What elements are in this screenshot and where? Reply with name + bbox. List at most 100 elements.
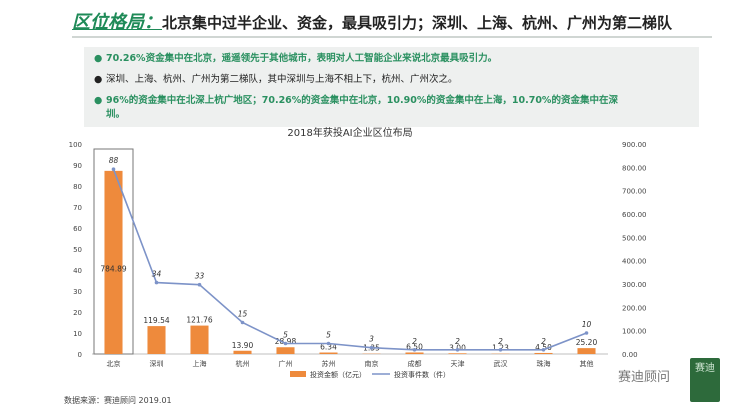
x-tick-label: 武汉: [494, 359, 508, 368]
line-value-label: 88: [109, 156, 119, 165]
events-point-7: [369, 345, 374, 350]
left-tick-label: 100: [69, 141, 82, 149]
line-value-label: 15: [238, 310, 248, 319]
events-point-10: [498, 348, 503, 352]
line-value-label: 5: [326, 331, 331, 340]
page-title: 区位格局：北京集中过半企业、资金，最具吸引力；深圳、上海、杭州、广州为第二梯队: [72, 8, 712, 38]
right-tick-label: 400.00: [622, 258, 647, 266]
right-tick-label: 600.00: [622, 211, 647, 219]
events-point-4: [240, 320, 245, 325]
data-source: 数据来源：赛迪顾问 2019.01: [64, 396, 172, 405]
bar-3: [190, 325, 209, 354]
chart-area: 2018年获投AI企业区位布局 0 10 20 30 40 50 60 70 80 90 100 0.0…: [0, 124, 729, 394]
brand-name: 赛迪顾问: [618, 370, 671, 385]
left-tick-label: 10: [73, 330, 82, 338]
right-tick-label: 300.00: [622, 281, 647, 289]
title-key: 区位格局：: [72, 12, 162, 33]
events-point-11: [541, 348, 546, 352]
right-tick-label: 0.00: [622, 351, 638, 359]
bullet-3: ● 96%的资金集中在北深上杭广地区；70.26%的资金集中在北京，10.90%的…: [94, 94, 618, 108]
bar-value-label: 119.54: [143, 316, 169, 325]
legend-bar-label: 投资金额（亿元）: [310, 370, 366, 379]
x-tick-label: 其他: [580, 359, 594, 368]
summary-box: ● 70.26%资金集中在北京，遥遥领先于其他城市，表明对人工智能企业来说北京最具…: [84, 47, 699, 127]
location-chart: 2018年获投AI企业区位布局 0 10 20 30 40 50 60 70 80 90 100 0.0…: [69, 126, 647, 379]
chart-title: 2018年获投AI企业区位布局: [287, 126, 412, 139]
bar-11: [534, 352, 553, 354]
x-tick-label: 苏州: [322, 359, 336, 368]
legend-line-label: 投资事件数（件）: [394, 370, 450, 379]
left-tick-label: 70: [73, 204, 82, 212]
bar-1: [104, 170, 123, 354]
line-value-label: 2: [541, 337, 546, 346]
bullet-2: ● 深圳、上海、杭州、广州为第二梯队，其中深圳与上海不相上下，杭州、广州次之。: [94, 73, 458, 87]
bar-8: [405, 352, 424, 354]
bullet-2-text: 深圳、上海、杭州、广州为第二梯队，其中深圳与上海不相上下，杭州、广州次之。: [106, 74, 458, 85]
events-point-2: [154, 280, 159, 285]
bar-value-label: 13.90: [232, 341, 254, 350]
x-tick-label: 成都: [408, 359, 422, 368]
bullet-dot-icon: ●: [94, 53, 103, 64]
bar-9: [448, 353, 467, 354]
events-line: [112, 168, 587, 351]
line-value-label: 2: [412, 337, 417, 346]
left-tick-label: 30: [73, 288, 82, 296]
left-tick-label: 80: [73, 183, 82, 191]
bar-4: [233, 350, 252, 354]
bar-12: [577, 348, 596, 354]
right-tick-label: 500.00: [622, 234, 647, 242]
bullet-3-cont-text: 圳。: [106, 109, 126, 120]
bullet-dot-icon: ●: [94, 95, 103, 106]
title-rest: 北京集中过半企业、资金，最具吸引力；深圳、上海、杭州、广州为第二梯队: [162, 14, 673, 32]
events-point-1: [111, 167, 116, 171]
x-tick-label: 北京: [107, 359, 121, 368]
bar-2: [147, 326, 166, 354]
brand-logo: 赛迪: [690, 358, 720, 402]
events-point-12: [584, 331, 589, 335]
events-point-5: [283, 341, 288, 346]
x-tick-label: 南京: [365, 359, 379, 368]
left-tick-label: 40: [73, 267, 82, 275]
line-value-label: 10: [582, 320, 592, 329]
left-tick-label: 50: [73, 246, 82, 254]
events-point-6: [326, 341, 331, 346]
right-tick-label: 200.00: [622, 304, 647, 312]
x-tick-label: 上海: [193, 359, 207, 368]
bar-value-label: 4.50: [535, 343, 552, 352]
right-tick-label: 100.00: [622, 328, 647, 336]
bar-value-label: 121.76: [186, 316, 212, 325]
line-value-label: 34: [152, 270, 162, 279]
line-value-label: 2: [455, 337, 460, 346]
x-tick-label: 广州: [279, 359, 293, 368]
left-tick-label: 60: [73, 225, 82, 233]
left-tick-label: 90: [73, 162, 82, 170]
line-value-label: 3: [369, 335, 374, 344]
line-value-label: 5: [283, 331, 288, 340]
bar-value-label: 6.50: [406, 342, 423, 351]
right-tick-label: 700.00: [622, 188, 647, 196]
bar-value-label: 6.34: [320, 343, 337, 352]
x-tick-label: 珠海: [537, 359, 551, 368]
bar-value-label: 784.89: [100, 265, 126, 274]
bullet-3-text: 96%的资金集中在北深上杭广地区；70.26%的资金集中在北京，10.90%的资…: [106, 95, 618, 106]
x-tick-label: 杭州: [236, 359, 250, 368]
left-tick-label: 20: [73, 309, 82, 317]
events-point-9: [455, 348, 460, 352]
bar-value-label: 3.00: [449, 343, 466, 352]
bar-6: [319, 352, 338, 354]
events-point-8: [412, 348, 417, 352]
legend-bar-swatch: [290, 371, 306, 377]
bullet-3-cont: 圳。: [94, 108, 125, 122]
events-point-3: [197, 282, 202, 287]
line-value-label: 2: [498, 337, 503, 346]
x-tick-label: 天津: [451, 360, 465, 368]
bullet-1-text: 70.26%资金集中在北京，遥遥领先于其他城市，表明对人工智能企业来说北京最具吸…: [106, 53, 498, 64]
right-tick-label: 900.00: [622, 141, 647, 149]
right-tick-label: 800.00: [622, 164, 647, 172]
bar-value-label: 25.20: [576, 338, 598, 347]
x-tick-label: 深圳: [150, 359, 164, 368]
left-tick-label: 0: [78, 351, 82, 359]
bullet-1: ● 70.26%资金集中在北京，遥遥领先于其他城市，表明对人工智能企业来说北京最具…: [94, 52, 497, 66]
line-value-label: 33: [195, 272, 205, 281]
bullet-dot-icon: ●: [94, 74, 103, 85]
